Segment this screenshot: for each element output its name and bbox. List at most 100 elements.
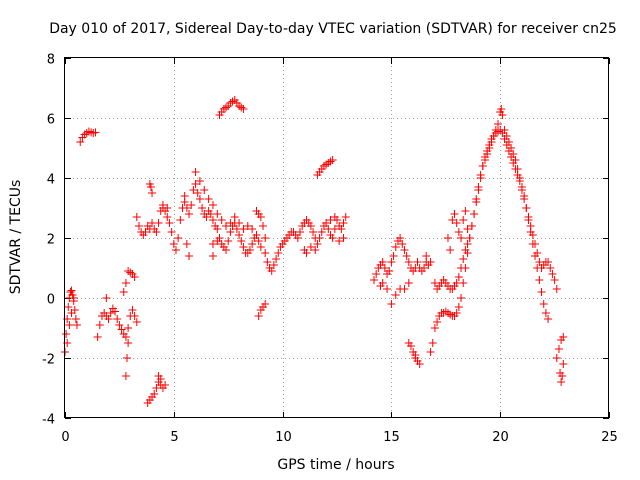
data-point [541,309,550,317]
data-point [104,315,113,323]
y-tick-label: 8 [47,53,55,68]
data-point [152,228,161,236]
data-point [267,267,276,275]
data-point [191,180,200,188]
data-point [474,183,483,191]
data-point [559,333,568,341]
data-point [391,243,400,251]
data-point [208,201,217,209]
data-point [224,237,233,245]
data-point [400,285,409,293]
data-point [498,111,507,119]
data-point [378,279,387,287]
data-point [76,138,85,146]
data-point [261,300,270,308]
data-point [302,249,311,257]
data-point [337,225,346,233]
data-point [156,375,165,383]
y-tick-label: -2 [42,353,55,368]
data-point [491,126,500,134]
data-point [558,372,567,380]
data-point [433,318,442,326]
data-point [261,234,270,242]
data-point [472,195,481,203]
data-point [239,225,248,233]
series-seg1 [61,286,81,356]
data-point [239,105,248,113]
data-point [341,213,350,221]
data-point [93,333,102,341]
data-point [485,144,494,152]
data-point [461,207,470,215]
data-point [504,138,513,146]
data-point [313,240,322,248]
data-point [235,219,244,227]
data-point [383,285,392,293]
x-tick-label: 5 [170,430,178,445]
data-point [426,348,435,356]
data-point [415,360,424,368]
data-point [457,294,466,302]
x-tick-label: 20 [492,430,509,445]
data-point [115,321,124,329]
data-point [185,252,194,260]
data-point [380,264,389,272]
x-axis-label: GPS time / hours [277,457,394,473]
data-point [228,97,237,106]
data-point [531,240,540,248]
data-point [198,204,207,212]
data-point [252,231,261,239]
data-point [400,246,409,254]
data-point [263,258,272,266]
data-point [470,210,479,218]
data-point [239,243,248,251]
data-point [119,288,128,296]
data-point [132,318,141,326]
data-point [411,351,420,359]
data-point [402,252,411,260]
data-point [67,309,76,317]
data-point [452,219,461,227]
data-point [454,228,463,236]
data-point [391,291,400,299]
data-point [494,120,503,128]
x-tick-label: 15 [383,430,400,445]
data-point [274,249,283,257]
data-point [261,249,270,257]
data-point [128,306,137,314]
data-point [134,222,143,230]
data-point [465,234,474,242]
series-seg3 [93,294,141,380]
data-point [163,204,172,212]
data-point [306,243,315,251]
series-seg14 [552,333,568,386]
data-point [426,258,435,266]
data-point [317,228,326,236]
data-point [248,240,257,248]
series-seg11 [404,339,424,368]
data-point [546,264,555,272]
data-point [202,213,211,221]
data-point [507,144,516,152]
data-point [132,213,141,221]
data-point [62,330,71,338]
data-point [537,288,546,296]
data-point [513,165,522,173]
data-point [387,300,396,308]
data-point [544,315,553,323]
data-point [450,210,459,218]
y-tick-label: 6 [47,113,55,128]
data-point [150,390,159,398]
data-point [404,279,413,287]
data-point [222,103,231,112]
data-point [121,372,130,380]
data-point [213,225,222,233]
data-point [326,216,335,224]
data-point [522,204,531,212]
data-point [315,234,324,242]
series-seg9 [313,156,337,179]
chart-title: Day 010 of 2017, Sidereal Day-to-day VTE… [49,21,617,37]
data-point [459,255,468,263]
data-point [121,333,130,341]
data-point [248,225,257,233]
